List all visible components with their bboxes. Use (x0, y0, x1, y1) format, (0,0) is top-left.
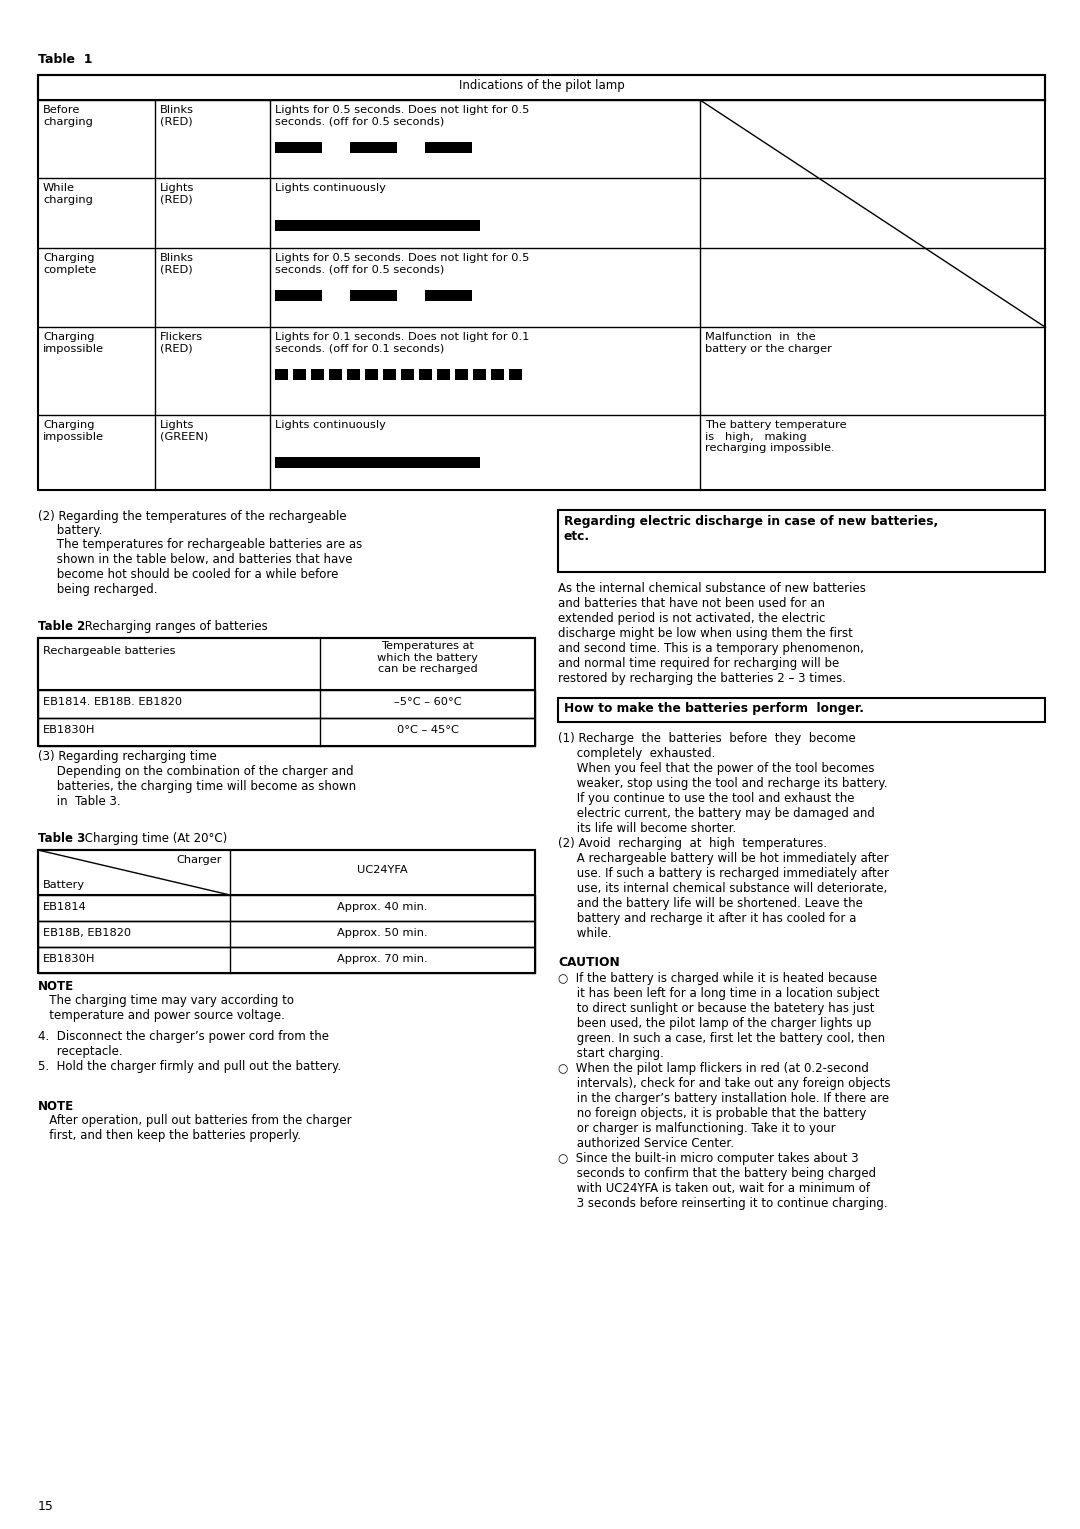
Text: While
charging: While charging (43, 183, 93, 205)
Bar (509, 368, 522, 381)
Bar (38, 638, 535, 746)
Text: Lights for 0.5 seconds. Does not light for 0.5
seconds. (off for 0.5 seconds): Lights for 0.5 seconds. Does not light f… (275, 106, 529, 127)
Text: Charging
complete: Charging complete (43, 252, 96, 275)
Text: Lights
(GREEN): Lights (GREEN) (160, 420, 208, 442)
Bar (38, 850, 535, 972)
Bar (473, 368, 486, 381)
Text: Malfunction  in  the
battery or the charger: Malfunction in the battery or the charge… (705, 332, 832, 353)
Text: ○  If the battery is charged while it is heated because
     it has been left fo: ○ If the battery is charged while it is … (558, 972, 891, 1209)
Text: battery.: battery. (38, 524, 103, 537)
Text: EB1814. EB18B. EB1820: EB1814. EB18B. EB1820 (43, 697, 183, 706)
Bar (437, 368, 450, 381)
Bar (350, 291, 397, 301)
Text: Rechargeable batteries: Rechargeable batteries (43, 645, 175, 656)
Bar (275, 457, 480, 468)
Bar (426, 142, 472, 153)
Text: EB1830H: EB1830H (43, 954, 95, 963)
Text: Before
charging: Before charging (43, 106, 93, 127)
Text: NOTE: NOTE (38, 980, 75, 992)
Bar (38, 920, 535, 946)
Text: Approx. 40 min.: Approx. 40 min. (337, 902, 428, 911)
Bar (350, 142, 397, 153)
Text: UC24YFA: UC24YFA (357, 865, 408, 875)
Text: CAUTION: CAUTION (558, 956, 620, 969)
Bar (365, 368, 378, 381)
Bar (558, 699, 1045, 722)
Text: Lights for 0.1 seconds. Does not light for 0.1
seconds. (off for 0.1 seconds): Lights for 0.1 seconds. Does not light f… (275, 332, 529, 353)
Bar (38, 719, 535, 746)
Bar (275, 220, 480, 231)
Bar (275, 142, 322, 153)
Text: EB18B, EB1820: EB18B, EB1820 (43, 928, 131, 937)
Bar (419, 368, 432, 381)
Bar (38, 75, 1045, 489)
Text: EB1814: EB1814 (43, 902, 86, 911)
Bar (275, 291, 322, 301)
Text: Charging
impossible: Charging impossible (43, 420, 104, 442)
Text: Charging time (At 20°C): Charging time (At 20°C) (81, 832, 227, 846)
Text: Regarding electric discharge in case of new batteries,
etc.: Regarding electric discharge in case of … (564, 515, 939, 543)
Bar (558, 511, 1045, 572)
Text: Lights
(RED): Lights (RED) (160, 183, 194, 205)
Text: How to make the batteries perform  longer.: How to make the batteries perform longer… (564, 702, 864, 716)
Text: Battery: Battery (43, 881, 85, 890)
Text: Approx. 50 min.: Approx. 50 min. (337, 928, 428, 937)
Text: Blinks
(RED): Blinks (RED) (160, 252, 194, 275)
Bar (38, 850, 535, 894)
Bar (329, 368, 342, 381)
Text: EB1830H: EB1830H (43, 725, 95, 735)
Bar (491, 368, 504, 381)
Bar (311, 368, 324, 381)
Text: –5°C – 60°C: –5°C – 60°C (394, 697, 461, 706)
Text: The battery temperature
is   high,   making
recharging impossible.: The battery temperature is high, making … (705, 420, 847, 453)
Text: (3) Regarding recharging time
     Depending on the combination of the charger a: (3) Regarding recharging time Depending … (38, 751, 356, 807)
Bar (383, 368, 396, 381)
Bar (347, 368, 360, 381)
Text: The charging time may vary according to
   temperature and power source voltage.: The charging time may vary according to … (38, 994, 294, 1021)
Bar (38, 75, 1045, 99)
Text: Lights continuously: Lights continuously (275, 183, 386, 193)
Text: Blinks
(RED): Blinks (RED) (160, 106, 194, 127)
Bar (455, 368, 468, 381)
Text: Temperatures at
which the battery
can be recharged: Temperatures at which the battery can be… (377, 641, 478, 674)
Text: The temperatures for rechargeable batteries are as
     shown in the table below: The temperatures for rechargeable batter… (38, 538, 362, 596)
Text: Charger: Charger (176, 855, 222, 865)
Text: NOTE: NOTE (38, 1099, 75, 1113)
Bar (275, 368, 288, 381)
Text: Table  1: Table 1 (38, 54, 93, 66)
Bar (38, 690, 535, 719)
Text: 15: 15 (38, 1500, 54, 1514)
Bar (38, 638, 535, 690)
Bar (293, 368, 306, 381)
Text: 0°C – 45°C: 0°C – 45°C (396, 725, 458, 735)
Text: Approx. 70 min.: Approx. 70 min. (337, 954, 428, 963)
Text: Table 2: Table 2 (38, 619, 85, 633)
Bar (401, 368, 414, 381)
Text: As the internal chemical substance of new batteries
and batteries that have not : As the internal chemical substance of ne… (558, 583, 866, 685)
Bar (38, 894, 535, 920)
Text: After operation, pull out batteries from the charger
   first, and then keep the: After operation, pull out batteries from… (38, 1115, 352, 1142)
Bar (38, 946, 535, 972)
Text: Table 3: Table 3 (38, 832, 85, 846)
Bar (426, 291, 472, 301)
Text: (1) Recharge  the  batteries  before  they  become
     completely  exhausted.
 : (1) Recharge the batteries before they b… (558, 732, 889, 940)
Text: Charging
impossible: Charging impossible (43, 332, 104, 353)
Text: Recharging ranges of batteries: Recharging ranges of batteries (81, 619, 268, 633)
Text: (2) Regarding the temperatures of the rechargeable: (2) Regarding the temperatures of the re… (38, 511, 347, 523)
Text: Lights for 0.5 seconds. Does not light for 0.5
seconds. (off for 0.5 seconds): Lights for 0.5 seconds. Does not light f… (275, 252, 529, 275)
Text: Flickers
(RED): Flickers (RED) (160, 332, 203, 353)
Text: Indications of the pilot lamp: Indications of the pilot lamp (459, 80, 624, 92)
Text: 4.  Disconnect the charger’s power cord from the
     receptacle.
5.  Hold the c: 4. Disconnect the charger’s power cord f… (38, 1031, 341, 1073)
Text: Lights continuously: Lights continuously (275, 420, 386, 430)
